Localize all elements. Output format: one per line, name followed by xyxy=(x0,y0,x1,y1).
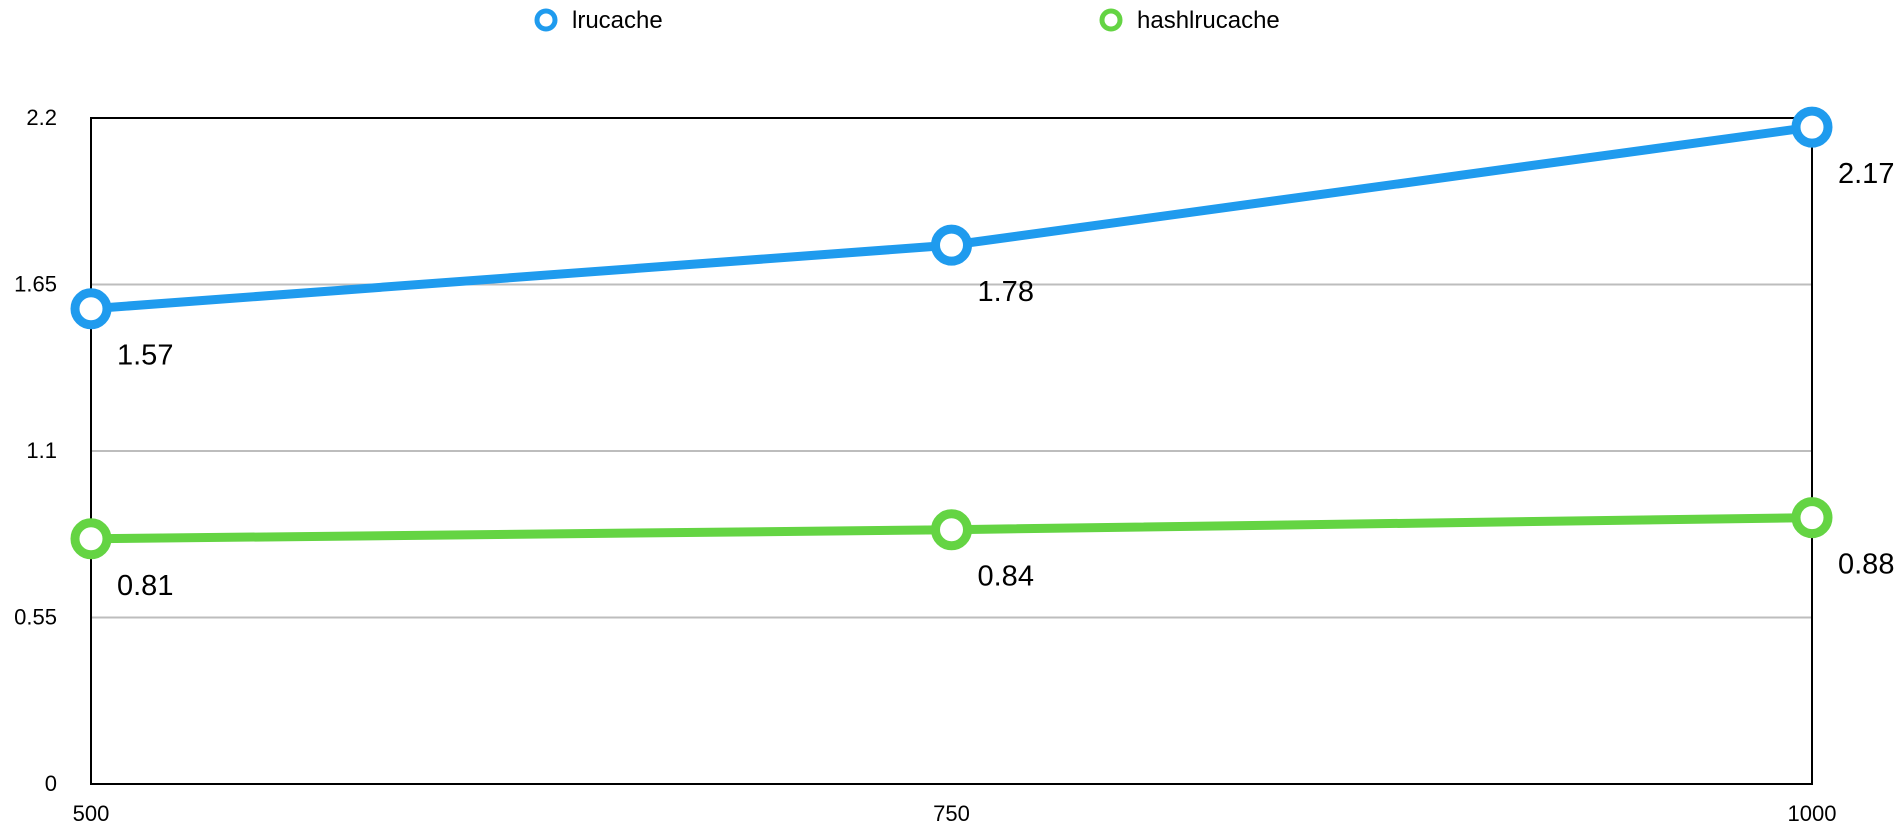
data-point-lrucache xyxy=(70,288,112,330)
data-label-lrucache: 2.17 xyxy=(1838,158,1894,190)
data-label-lrucache: 1.57 xyxy=(117,340,173,372)
y-tick-label: 2.2 xyxy=(26,105,57,130)
legend-marker-icon xyxy=(534,8,558,32)
data-point-hashlrucache xyxy=(70,518,112,560)
y-tick-label: 1.1 xyxy=(26,438,57,463)
y-tick-label: 0.55 xyxy=(14,605,57,630)
legend-marker-icon xyxy=(1099,8,1123,32)
y-tick-label: 0 xyxy=(45,771,57,796)
data-point-hashlrucache xyxy=(1791,497,1833,539)
x-tick-label: 500 xyxy=(73,801,110,826)
series-lines xyxy=(70,106,1833,560)
legend-label: lrucache xyxy=(572,7,663,34)
y-tick-label: 1.65 xyxy=(14,272,57,297)
gridlines xyxy=(91,283,1812,619)
plot-frame xyxy=(90,117,1813,785)
axes: 0 0.55 1.1 1.65 2.2 500 750 1000 xyxy=(14,105,1836,826)
data-label-hashlrucache: 0.81 xyxy=(117,570,173,602)
legend-label: hashlrucache xyxy=(1137,7,1280,34)
data-label-hashlrucache: 0.84 xyxy=(978,561,1034,593)
series-line-lrucache xyxy=(86,122,1817,314)
legend: lrucache hashlrucache xyxy=(534,7,1280,34)
data-point-hashlrucache xyxy=(931,509,972,551)
data-point-lrucache xyxy=(1791,106,1833,148)
data-label-hashlrucache: 0.88 xyxy=(1838,549,1894,581)
data-label-lrucache: 1.78 xyxy=(978,276,1034,308)
data-point-lrucache xyxy=(931,224,972,266)
x-tick-label: 750 xyxy=(933,801,970,826)
data-labels: 1.57 1.78 2.17 0.81 0.84 0.88 xyxy=(117,158,1894,602)
x-tick-label: 1000 xyxy=(1788,801,1837,826)
